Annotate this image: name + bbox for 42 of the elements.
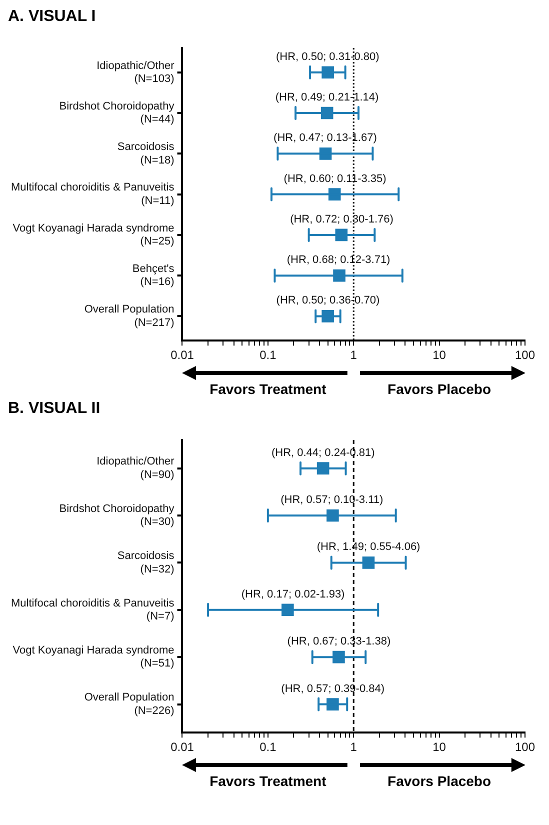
data-label: (HR, 0.50; 0.31-0.80) bbox=[276, 50, 380, 63]
y-tick-label: Birdshot Choroidopathy (N=44) bbox=[59, 100, 175, 126]
text: Favors Placebo bbox=[386, 773, 492, 789]
y-tick-label: Overall Population (N=226) bbox=[84, 692, 174, 717]
x-tick-label: 1 bbox=[350, 740, 358, 754]
data-label: (HR, 0.17; 0.02-1.93) bbox=[241, 588, 345, 600]
data-label: (HR, 0.49; 0.21-1.14) bbox=[275, 92, 379, 104]
data-label: (HR, 0.60; 0.11-3.35) bbox=[284, 172, 386, 185]
y-tick-label: Sarcoidosis (N=32) bbox=[117, 550, 175, 576]
x-tick-label: 100 bbox=[514, 348, 536, 362]
y-tick-label: Idiopathic/Other (N=103) bbox=[96, 60, 175, 86]
data-label: (HR, 0.72; 0.30-1.76) bbox=[290, 213, 394, 226]
text: B. VISUAL II bbox=[8, 400, 102, 419]
text: A. VISUAL I bbox=[8, 8, 97, 27]
y-tick-label: Behçet's (N=16) bbox=[132, 263, 175, 288]
y-tick-label: Birdshot Choroidopathy (N=30) bbox=[59, 502, 175, 528]
data-label: (HR, 0.67; 0.33-1.38) bbox=[287, 636, 391, 648]
x-tick-label: 1 bbox=[350, 348, 358, 362]
x-tick-label: 0.1 bbox=[260, 348, 277, 362]
y-tick-label: Overall Population (N=217) bbox=[84, 304, 174, 329]
text: Favors Placebo bbox=[386, 381, 492, 397]
data-label: (HR, 0.57; 0.10-3.11) bbox=[280, 494, 384, 506]
x-tick-label: 100 bbox=[514, 740, 536, 754]
text: Favors Treatment bbox=[208, 773, 328, 789]
y-tick-label: Sarcoidosis (N=18) bbox=[117, 141, 175, 166]
y-tick-label: Vogt Koyanagi Harada syndrome (N=25) bbox=[12, 222, 174, 248]
y-tick-label: Vogt Koyanagi Harada syndrome (N=51) bbox=[12, 644, 174, 670]
x-tick-label: 0.01 bbox=[170, 740, 194, 754]
data-label: (HR, 0.57; 0.39-0.84) bbox=[281, 682, 385, 695]
data-label: (HR, 0.68; 0.12-3.71) bbox=[286, 254, 390, 266]
data-label: (HR, 0.50; 0.36-0.70) bbox=[276, 294, 380, 307]
data-label: (HR, 0.47; 0.13-1.67) bbox=[274, 132, 377, 144]
y-tick-label: Multifocal choroiditis & Panuveitis (N=11) bbox=[10, 182, 175, 207]
data-label: (HR, 1.49; 0.55-4.06) bbox=[316, 541, 420, 554]
data-label: (HR, 0.44; 0.24-0.81) bbox=[271, 446, 375, 459]
x-tick-label: 10 bbox=[432, 348, 446, 362]
y-tick-label: Multifocal choroiditis & Panuveitis (N=7) bbox=[10, 597, 175, 623]
x-tick-label: 0.01 bbox=[170, 348, 194, 362]
x-tick-label: 0.1 bbox=[260, 740, 277, 754]
y-tick-label: Idiopathic/Other (N=90) bbox=[96, 456, 175, 481]
x-tick-label: 10 bbox=[432, 740, 446, 754]
text: Favors Treatment bbox=[208, 381, 328, 397]
